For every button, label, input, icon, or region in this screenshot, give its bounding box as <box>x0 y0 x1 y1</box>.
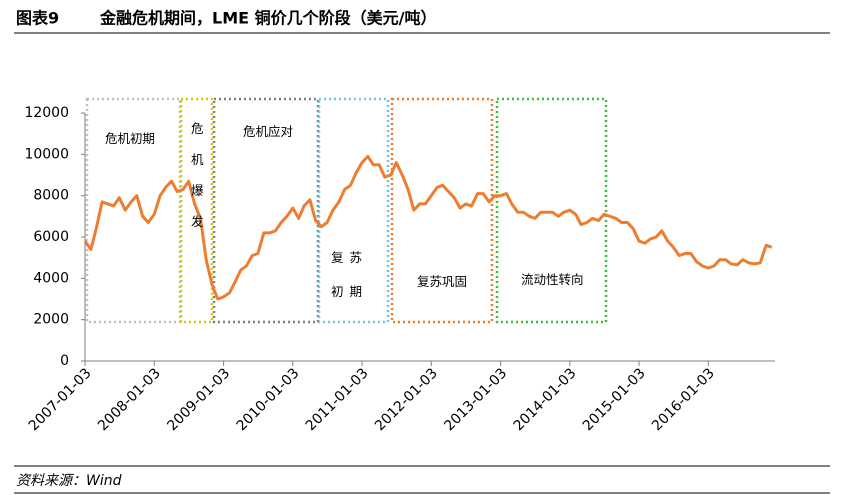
source: 资料来源：Wind <box>16 473 122 489</box>
phase-label: 复苏巩固 <box>417 274 468 289</box>
phase-box <box>317 97 390 324</box>
label-background <box>229 106 317 154</box>
phase-label: 危机应对 <box>243 124 294 139</box>
x-tick-label: 2013-01-03 <box>441 365 510 434</box>
phase-box <box>179 97 214 324</box>
phase-label: 危机初期 <box>105 131 156 146</box>
x-tick-label: 2014-01-03 <box>511 365 580 434</box>
y-tick-label: 4000 <box>33 270 69 286</box>
phase-box <box>495 97 608 324</box>
y-tick-label: 2000 <box>33 312 69 328</box>
phase-label: 复苏初期 <box>331 250 369 299</box>
y-tick-label: 6000 <box>33 229 69 245</box>
x-tick-label: 2009-01-03 <box>164 365 233 434</box>
x-tick-label: 2012-01-03 <box>372 365 441 434</box>
x-tick-label: 2008-01-03 <box>95 365 164 434</box>
figure-label: 图表9 <box>16 9 59 28</box>
phase-label: 流动性转向 <box>521 272 584 287</box>
x-tick-label: 2007-01-03 <box>26 365 95 434</box>
y-tick-label: 10000 <box>24 146 69 162</box>
x-tick-label: 2010-01-03 <box>234 365 303 434</box>
phase-box <box>212 97 320 324</box>
y-tick-label: 8000 <box>33 188 69 204</box>
chart-title: 金融危机期间，LME 铜价几个阶段（美元/吨） <box>99 9 436 28</box>
phase-box <box>85 97 182 324</box>
phase-box <box>390 97 494 324</box>
x-tick-label: 2016-01-03 <box>649 365 718 434</box>
x-tick-label: 2015-01-03 <box>580 365 649 434</box>
phase-label: 危机爆发 <box>191 121 204 229</box>
y-tick-label: 12000 <box>24 105 69 121</box>
x-tick-label: 2011-01-03 <box>303 365 372 434</box>
y-tick-label: 0 <box>60 353 69 369</box>
price-line <box>83 154 773 301</box>
